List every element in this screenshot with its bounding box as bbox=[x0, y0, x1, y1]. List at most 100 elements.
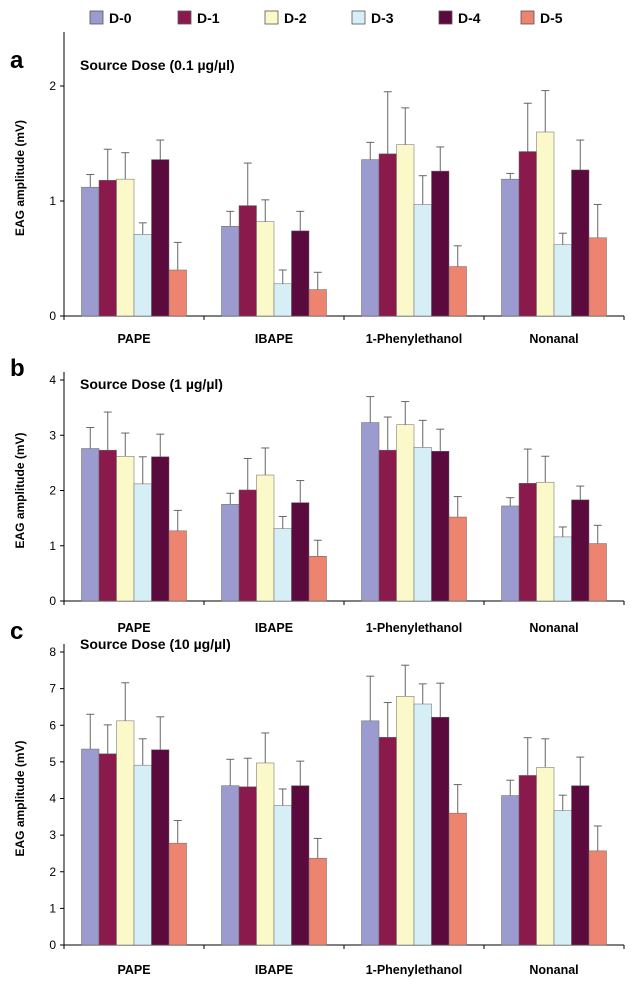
bar-d-5-0 bbox=[168, 530, 187, 602]
y-tick-label: 3 bbox=[49, 828, 56, 842]
bar-d-3-2 bbox=[413, 703, 432, 946]
bar-d-2-2 bbox=[396, 144, 415, 317]
bar-d-0-1 bbox=[221, 504, 240, 602]
bar-d-5-0 bbox=[168, 269, 187, 317]
y-axis-label: EAG amplitude (mV) bbox=[13, 432, 27, 548]
bar-d-5-1 bbox=[308, 555, 327, 602]
bar-d-1-1 bbox=[238, 205, 257, 317]
bar-d-1-3 bbox=[518, 483, 537, 602]
x-tick-label: Nonanal bbox=[529, 332, 578, 346]
y-tick-label: 2 bbox=[49, 865, 56, 879]
bar-d-3-3 bbox=[553, 810, 572, 946]
bar-d-4-0 bbox=[151, 159, 170, 317]
bar-d-4-3 bbox=[571, 785, 590, 946]
panel-title: Source Dose (0.1 µg/µl) bbox=[80, 57, 235, 73]
bar-d-1-2 bbox=[378, 449, 397, 602]
bar-d-1-0 bbox=[98, 180, 117, 317]
y-tick-label: 0 bbox=[49, 938, 56, 952]
legend-label: D-0 bbox=[109, 10, 132, 26]
legend: D-0 D-1 D-2 D-3 D-4 D-5 bbox=[89, 10, 563, 26]
bar-d-5-3 bbox=[588, 850, 607, 946]
y-tick-label: 5 bbox=[49, 755, 56, 769]
bar-d-5-2 bbox=[448, 812, 467, 946]
y-axis-label: EAG amplitude (mV) bbox=[13, 740, 27, 856]
bar-d-4-3 bbox=[571, 499, 590, 602]
bar-d-3-1 bbox=[273, 283, 292, 317]
bar-d-0-2 bbox=[361, 422, 380, 602]
legend-label: D-5 bbox=[540, 10, 563, 26]
bar-d-2-2 bbox=[396, 424, 415, 602]
y-tick-label: 0 bbox=[49, 309, 56, 323]
y-tick-label: 0 bbox=[49, 594, 56, 608]
bar-d-0-0 bbox=[81, 186, 100, 317]
legend-label: D-1 bbox=[197, 10, 220, 26]
y-tick-label: 7 bbox=[49, 682, 56, 696]
bar-d-2-3 bbox=[536, 131, 555, 317]
x-tick-label: Nonanal bbox=[529, 621, 578, 635]
bar-d-1-1 bbox=[238, 489, 257, 602]
bar-d-0-0 bbox=[81, 748, 100, 946]
panels: a Source Dose (0.1 µg/µl) EAG amplitude (m… bbox=[10, 32, 625, 977]
panel-c: c Source Dose (10 µg/µl) EAG amplitude (mV… bbox=[10, 618, 625, 977]
bar-d-2-2 bbox=[396, 696, 415, 946]
bar-d-4-2 bbox=[431, 451, 450, 602]
bar-d-4-0 bbox=[151, 749, 170, 946]
y-tick-label: 3 bbox=[49, 428, 56, 442]
x-tick-label: PAPE bbox=[117, 963, 150, 977]
legend-swatch bbox=[89, 10, 104, 25]
x-tick-label: 1-Phenylethanol bbox=[366, 332, 463, 346]
bar-d-0-1 bbox=[221, 785, 240, 946]
bar-d-2-3 bbox=[536, 767, 555, 946]
bar-d-4-1 bbox=[291, 502, 310, 602]
legend-swatch bbox=[264, 10, 279, 25]
bar-d-5-1 bbox=[308, 857, 327, 946]
legend-swatch bbox=[520, 10, 535, 25]
legend-swatch bbox=[177, 10, 192, 25]
panel-title: Source Dose (1 µg/µl) bbox=[80, 376, 223, 392]
legend-swatch bbox=[351, 10, 366, 25]
bar-d-3-0 bbox=[133, 483, 152, 602]
bar-d-2-1 bbox=[256, 221, 275, 317]
bar-d-3-2 bbox=[413, 447, 432, 602]
y-tick-label: 4 bbox=[49, 792, 56, 806]
bar-d-2-3 bbox=[536, 481, 555, 602]
x-tick-label: 1-Phenylethanol bbox=[366, 621, 463, 635]
bar-d-4-1 bbox=[291, 785, 310, 946]
y-tick-label: 8 bbox=[49, 645, 56, 659]
bar-d-3-1 bbox=[273, 528, 292, 602]
bar-d-4-3 bbox=[571, 169, 590, 317]
panel-b: b Source Dose (1 µg/µl) EAG amplitude (mV)… bbox=[10, 355, 625, 635]
bar-d-0-2 bbox=[361, 159, 380, 317]
legend-item-d-3: D-3 bbox=[351, 10, 394, 26]
bar-d-0-1 bbox=[221, 226, 240, 317]
x-tick-label: Nonanal bbox=[529, 963, 578, 977]
bar-d-2-0 bbox=[116, 178, 135, 317]
legend-item-d-4: D-4 bbox=[438, 10, 481, 26]
y-axis-label: EAG amplitude (mV) bbox=[13, 120, 27, 236]
y-tick-label: 4 bbox=[49, 373, 56, 387]
panel-title: Source Dose (10 µg/µl) bbox=[80, 636, 231, 652]
bar-d-1-2 bbox=[378, 737, 397, 946]
x-tick-label: 1-Phenylethanol bbox=[366, 963, 463, 977]
bar-d-3-1 bbox=[273, 805, 292, 946]
bar-d-1-0 bbox=[98, 753, 117, 946]
bar-d-1-2 bbox=[378, 153, 397, 317]
bar-d-2-0 bbox=[116, 720, 135, 946]
bar-d-5-0 bbox=[168, 842, 187, 946]
panel-letter: c bbox=[10, 618, 23, 645]
bar-d-4-2 bbox=[431, 716, 450, 946]
legend-item-d-1: D-1 bbox=[177, 10, 220, 26]
bar-d-0-0 bbox=[81, 448, 100, 602]
bar-d-3-3 bbox=[553, 244, 572, 317]
bar-d-0-3 bbox=[501, 505, 520, 602]
y-tick-label: 6 bbox=[49, 718, 56, 732]
y-tick-label: 1 bbox=[49, 539, 56, 553]
legend-item-d-5: D-5 bbox=[520, 10, 563, 26]
bar-d-5-2 bbox=[448, 266, 467, 317]
y-tick-label: 2 bbox=[49, 484, 56, 498]
bar-d-3-3 bbox=[553, 536, 572, 602]
bar-d-1-3 bbox=[518, 151, 537, 317]
bar-d-2-0 bbox=[116, 455, 135, 602]
